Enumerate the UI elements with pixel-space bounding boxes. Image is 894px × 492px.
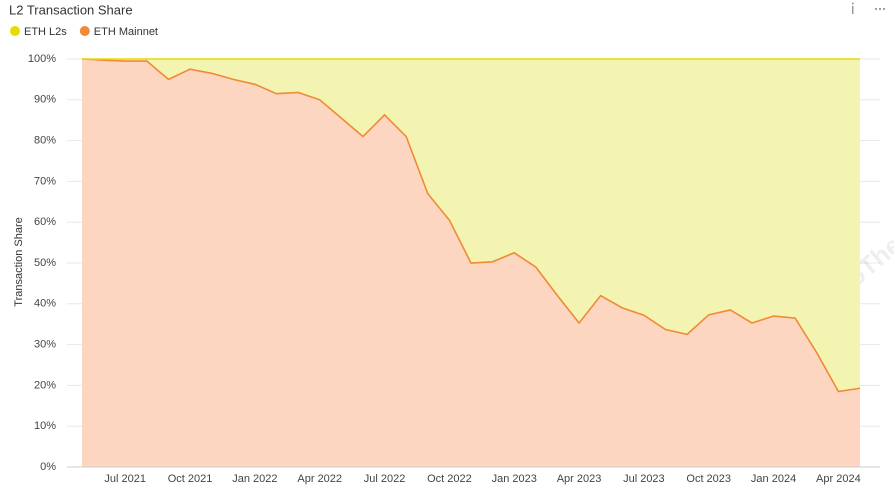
- y-tick-label: 10%: [34, 420, 56, 432]
- legend-label: ETH Mainnet: [94, 26, 158, 38]
- x-tick-label: Jul 2022: [364, 473, 406, 485]
- legend-label: ETH L2s: [24, 26, 67, 38]
- menu-dot: [882, 7, 886, 11]
- y-axis-title: Transaction Share: [13, 217, 25, 306]
- x-tick-label: Jul 2021: [104, 473, 146, 485]
- legend-swatch: [79, 26, 90, 36]
- x-tick-label: Jan 2024: [751, 473, 796, 485]
- chart-title: L2 Transaction Share: [9, 2, 133, 17]
- x-tick-label: Apr 2024: [816, 473, 861, 485]
- y-tick-label: 0%: [40, 461, 56, 473]
- x-tick-label: Oct 2021: [168, 473, 213, 485]
- y-tick-label: 40%: [34, 298, 56, 310]
- y-tick-label: 90%: [34, 94, 56, 106]
- x-tick-label: Apr 2023: [557, 473, 602, 485]
- y-tick-label: 70%: [34, 175, 56, 187]
- legend-swatch: [10, 26, 20, 36]
- x-tick-label: Oct 2023: [686, 473, 731, 485]
- y-tick-label: 80%: [34, 135, 56, 147]
- x-tick-label: Apr 2022: [297, 473, 342, 485]
- info-icon[interactable]: [852, 6, 854, 14]
- y-tick-label: 50%: [34, 257, 56, 269]
- x-tick-label: Jan 2022: [232, 473, 277, 485]
- y-tick-label: 60%: [34, 216, 56, 228]
- line: [81, 58, 861, 393]
- y-tick-label: 20%: [34, 379, 56, 391]
- x-tick-label: Jul 2023: [623, 473, 665, 485]
- y-tick-label: 100%: [28, 53, 56, 65]
- menu-dot: [878, 7, 882, 11]
- x-tick-label: Jan 2023: [492, 473, 537, 485]
- area: [82, 59, 860, 392]
- x-tick-label: Oct 2022: [427, 473, 472, 485]
- toolbar[interactable]: [851, 2, 886, 15]
- y-tick-label: 30%: [34, 339, 56, 351]
- info-icon-dot: [851, 2, 854, 5]
- menu-dot[interactable]: [874, 7, 878, 11]
